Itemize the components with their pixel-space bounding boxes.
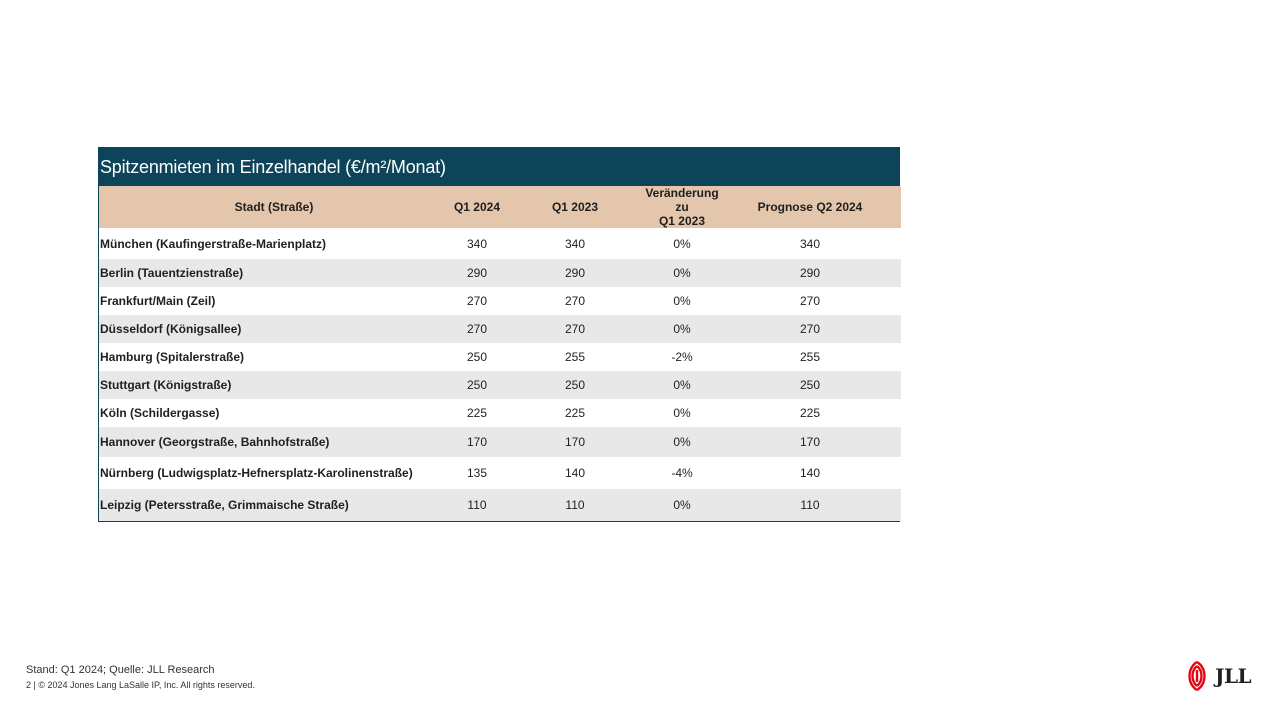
header-city: Stadt (Straße) — [234, 200, 314, 214]
forecast-cell: 340 — [799, 236, 821, 251]
forecast-cell: 290 — [799, 266, 821, 280]
q1-2023-cell: 340 — [564, 236, 586, 251]
header-change-line2: Q1 2023 — [658, 214, 706, 228]
table-row: Stuttgart (Königstraße) 250 250 0% 250 — [99, 371, 901, 399]
header-q1-2023: Q1 2023 — [551, 200, 599, 214]
change-cell: -2% — [671, 350, 693, 364]
table-row: Hannover (Georgstraße, Bahnhofstraße) 170… — [99, 427, 901, 457]
q1-2024-cell: 270 — [466, 294, 488, 308]
jll-logo: JLL — [1182, 660, 1252, 692]
forecast-cell: 255 — [799, 350, 821, 364]
source-note: Stand: Q1 2024; Quelle: JLL Research — [26, 664, 215, 676]
city-cell: Hamburg (Spitalerstraße) — [100, 350, 245, 364]
q1-2023-cell: 255 — [564, 350, 586, 364]
change-cell: 0% — [673, 378, 691, 392]
change-cell: 0% — [673, 236, 691, 251]
q1-2023-cell: 290 — [564, 266, 586, 280]
q1-2024-cell: 340 — [466, 236, 488, 251]
city-cell: Düsseldorf (Königsallee) — [100, 322, 242, 336]
city-cell: Nürnberg (Ludwigsplatz-Hefnersplatz-Karo… — [100, 466, 413, 480]
change-cell: 0% — [673, 266, 691, 280]
q1-2024-cell: 290 — [466, 266, 488, 280]
q1-2024-cell: 270 — [466, 322, 488, 336]
table-row: Berlin (Tauentzienstraße) 290 290 0% 290 — [99, 259, 901, 287]
table-row: Köln (Schildergasse) 225 225 0% 225 — [99, 399, 901, 427]
table-row: Frankfurt/Main (Zeil) 270 270 0% 270 — [99, 287, 901, 315]
table-header-row: Stadt (Straße) Q1 2024 Q1 2023 Veränderu… — [99, 186, 901, 228]
city-cell: Berlin (Tauentzienstraße) — [100, 266, 244, 280]
header-q1-2024: Q1 2024 — [453, 200, 501, 214]
forecast-cell: 225 — [799, 406, 821, 420]
change-cell: 0% — [673, 322, 691, 336]
forecast-cell: 270 — [799, 294, 821, 308]
change-cell: 0% — [673, 498, 691, 512]
forecast-cell: 140 — [799, 466, 821, 480]
change-cell: 0% — [673, 435, 691, 449]
forecast-cell: 270 — [799, 322, 821, 336]
city-cell: Frankfurt/Main (Zeil) — [100, 294, 216, 308]
jll-flame-icon — [1188, 660, 1206, 692]
header-forecast: Prognose Q2 2024 — [757, 200, 863, 214]
q1-2024-cell: 110 — [467, 498, 487, 512]
q1-2023-cell: 170 — [564, 435, 586, 449]
q1-2024-cell: 135 — [466, 466, 488, 480]
q1-2023-cell: 225 — [564, 406, 586, 420]
change-cell: -4% — [671, 466, 693, 480]
rent-table: Spitzenmieten im Einzelhandel (€/m²/Mona… — [98, 147, 901, 522]
table-row: Hamburg (Spitalerstraße) 250 255 -2% 255 — [99, 343, 901, 371]
city-cell: München (Kaufingerstraße-Marienplatz) — [100, 236, 327, 251]
q1-2024-cell: 170 — [466, 435, 488, 449]
table-title: Spitzenmieten im Einzelhandel (€/m²/Mona… — [99, 148, 899, 186]
q1-2023-cell: 140 — [564, 466, 586, 480]
jll-logo-text: JLL — [1215, 664, 1252, 688]
forecast-cell: 250 — [799, 378, 821, 392]
table-row: Nürnberg (Ludwigsplatz-Hefnersplatz-Karo… — [99, 457, 901, 489]
q1-2023-cell: 250 — [564, 378, 586, 392]
q1-2024-cell: 250 — [466, 350, 488, 364]
table-row: München (Kaufingerstraße-Marienplatz) 340… — [99, 228, 901, 259]
copyright-note: 2 | © 2024 Jones Lang LaSalle IP, Inc. A… — [26, 680, 255, 690]
city-cell: Leipzig (Petersstraße, Grimmaische Straß… — [100, 498, 349, 512]
q1-2024-cell: 225 — [466, 406, 488, 420]
change-cell: 0% — [673, 406, 691, 420]
q1-2023-cell: 110 — [565, 498, 585, 512]
city-cell: Hannover (Georgstraße, Bahnhofstraße) — [100, 435, 330, 449]
q1-2023-cell: 270 — [564, 294, 586, 308]
city-cell: Köln (Schildergasse) — [100, 406, 220, 420]
city-cell: Stuttgart (Königstraße) — [100, 378, 232, 392]
forecast-cell: 170 — [799, 435, 821, 449]
table-row: Düsseldorf (Königsallee) 270 270 0% 270 — [99, 315, 901, 343]
data-table: Stadt (Straße) Q1 2024 Q1 2023 Veränderu… — [99, 186, 901, 521]
change-cell: 0% — [673, 294, 691, 308]
table-row: Leipzig (Petersstraße, Grimmaische Straß… — [99, 489, 901, 521]
q1-2023-cell: 270 — [564, 322, 586, 336]
q1-2024-cell: 250 — [466, 378, 488, 392]
header-change: Veränderung zu Q1 2023 — [645, 186, 719, 228]
forecast-cell: 110 — [800, 498, 820, 512]
header-change-line1: Veränderung zu — [645, 186, 719, 214]
